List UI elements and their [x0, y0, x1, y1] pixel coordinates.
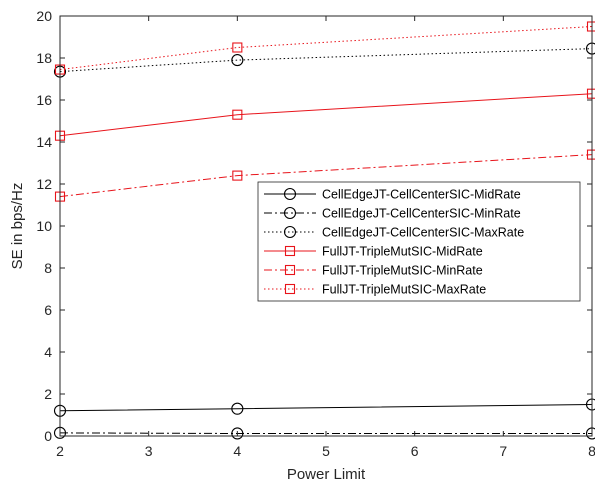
data-point — [284, 283, 296, 295]
legend-label: CellEdgeJT-CellCenterSIC-MaxRate — [322, 226, 524, 240]
y-tick-label: 12 — [36, 176, 52, 192]
y-tick-label: 16 — [36, 92, 52, 108]
data-point — [283, 187, 297, 201]
x-axis-title: Power Limit — [287, 466, 366, 483]
series-line — [59, 154, 593, 198]
data-point — [231, 54, 244, 67]
data-point — [284, 264, 296, 276]
legend-box — [257, 181, 581, 302]
y-tick-label: 10 — [36, 218, 52, 234]
y-tick-label: 14 — [36, 134, 52, 150]
legend-item: CellEdgeJT-CellCenterSIC-MidRate — [264, 188, 521, 202]
y-tick-label: 0 — [44, 428, 52, 444]
data-point — [283, 225, 297, 239]
legend-item: FullJT-TripleMutSIC-MidRate — [264, 245, 483, 259]
y-axis-title: SE in bps/Hz — [9, 183, 26, 270]
legend: CellEdgeJT-CellCenterSIC-MidRate CellEdge… — [257, 181, 581, 302]
x-tick-label: 7 — [499, 443, 507, 459]
series-line — [59, 404, 593, 412]
data-point — [232, 109, 243, 120]
data-point — [232, 170, 243, 181]
legend-label: FullJT-TripleMutSIC-MinRate — [322, 264, 483, 278]
y-axis: 0 2 4 6 8 10 12 14 16 18 20 — [36, 8, 592, 444]
y-tick-label: 4 — [44, 344, 52, 360]
legend-item: CellEdgeJT-CellCenterSIC-MinRate — [264, 207, 521, 221]
y-tick-label: 8 — [44, 260, 52, 276]
x-tick-label: 4 — [233, 443, 241, 459]
legend-label: FullJT-TripleMutSIC-MaxRate — [322, 283, 486, 297]
y-tick-label: 2 — [44, 386, 52, 402]
legend-label: CellEdgeJT-CellCenterSIC-MidRate — [322, 188, 521, 202]
legend-label: CellEdgeJT-CellCenterSIC-MinRate — [322, 207, 521, 221]
y-tick-label: 20 — [36, 8, 52, 24]
x-tick-label: 8 — [588, 443, 595, 459]
x-tick-label: 5 — [322, 443, 330, 459]
data-point — [231, 402, 244, 415]
series-line — [59, 93, 593, 137]
x-tick-label: 3 — [145, 443, 153, 459]
x-tick-label: 6 — [411, 443, 419, 459]
data-point — [283, 206, 297, 220]
x-axis: 2 3 4 5 6 7 8 — [56, 16, 595, 459]
legend-item: FullJT-TripleMutSIC-MaxRate — [264, 283, 486, 297]
legend-item: FullJT-TripleMutSIC-MinRate — [264, 264, 483, 278]
x-tick-label: 2 — [56, 443, 64, 459]
y-tick-label: 18 — [36, 50, 52, 66]
legend-label: FullJT-TripleMutSIC-MidRate — [322, 245, 483, 259]
data-point — [231, 427, 244, 440]
data-point — [284, 245, 296, 257]
y-tick-label: 6 — [44, 302, 52, 318]
data-point — [232, 42, 243, 53]
legend-item: CellEdgeJT-CellCenterSIC-MaxRate — [264, 226, 524, 240]
